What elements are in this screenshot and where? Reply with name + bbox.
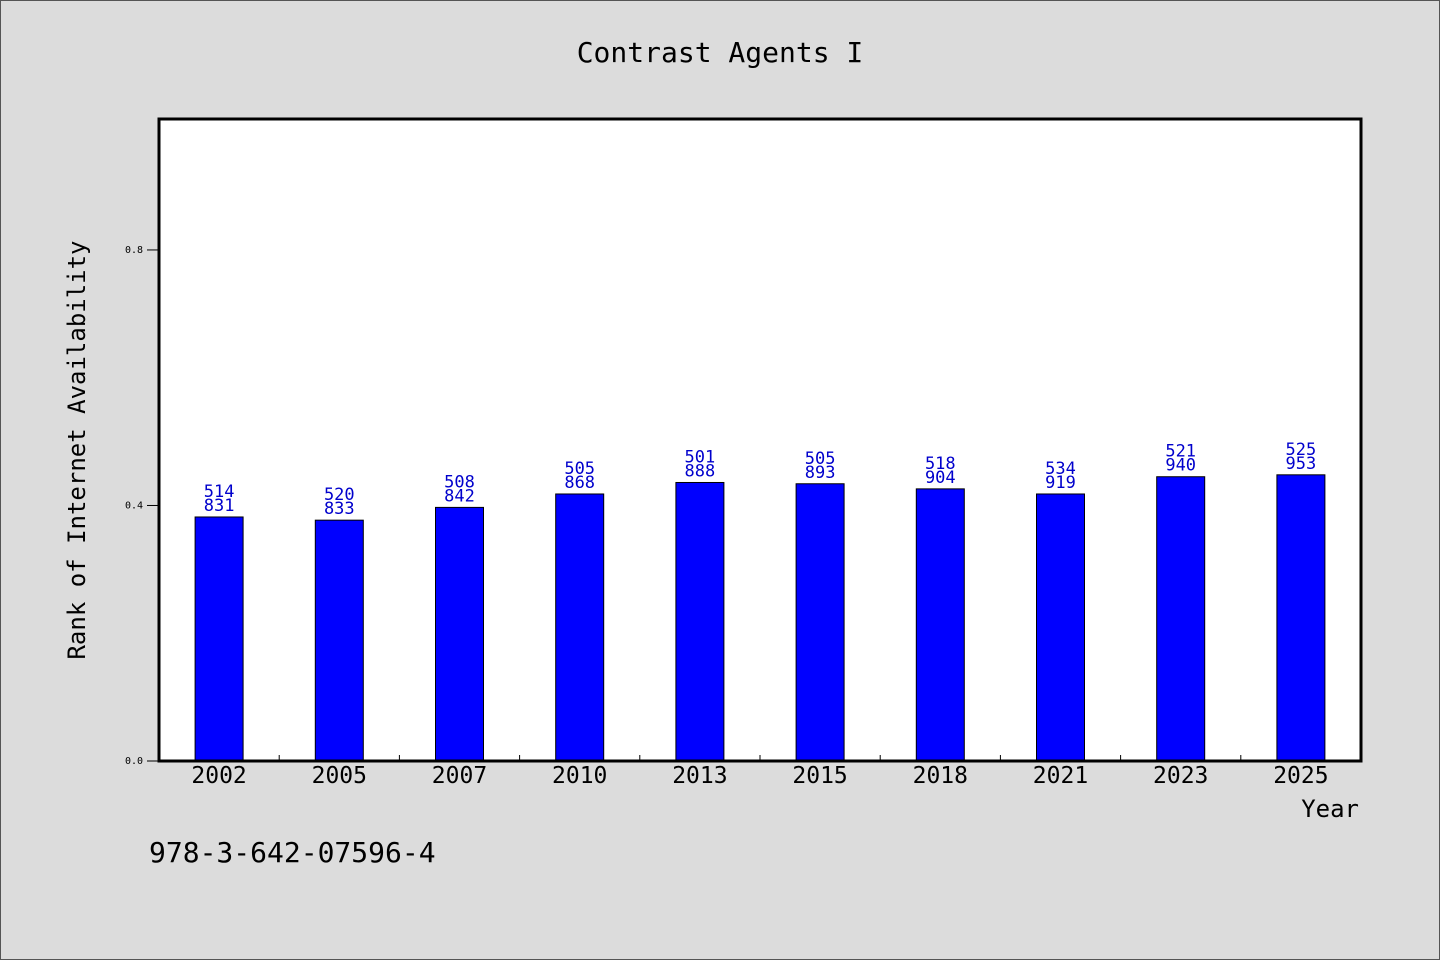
bar-2025 [1276, 474, 1326, 762]
y-ticks-group: 0.0 0.4 0.8 [125, 245, 159, 767]
data-label-2002-1: 514 [204, 482, 235, 502]
data-label-2021-1: 534 [1045, 459, 1076, 479]
plot-border [157, 117, 1363, 763]
x-tick-label-2013: 2013 [672, 763, 727, 789]
x-tick-label-2015: 2015 [792, 763, 847, 789]
bar-2002 [194, 516, 244, 762]
data-label-2015-1: 505 [805, 449, 836, 469]
x-axis-label: Year [1301, 795, 1359, 823]
bar-2018 [915, 488, 965, 762]
data-label-2015-2: 893 [805, 463, 836, 483]
data-label-2010-2: 868 [564, 473, 595, 493]
x-tick-label-2002: 2002 [191, 763, 246, 789]
x-tick-label-2007: 2007 [432, 763, 487, 789]
data-label-2025-1: 525 [1286, 440, 1317, 460]
x-ticks-group: 2002 2005 2007 2010 2013 2015 2018 2021 2023 2025 [191, 755, 1329, 789]
data-label-2018-2: 904 [925, 468, 956, 488]
bar-2010 [555, 493, 605, 762]
data-label-2005-1: 520 [324, 485, 355, 505]
y-axis-label: Rank of Internet Availability [63, 240, 91, 659]
y-tick-label-0.4: 0.4 [125, 500, 143, 511]
bar-2007 [435, 506, 484, 762]
chart-title: Contrast Agents I [577, 36, 864, 69]
x-tick-label-2005: 2005 [312, 763, 367, 789]
data-label-2013-1: 501 [685, 447, 716, 467]
bar-2023 [1156, 476, 1206, 762]
bar-2005 [314, 519, 364, 762]
bar-2015 [795, 483, 845, 762]
x-tick-label-2010: 2010 [552, 763, 607, 789]
data-label-2007-1: 508 [444, 472, 475, 492]
bars-group [194, 474, 1326, 762]
data-label-2010-1: 505 [564, 459, 595, 479]
x-tick-label-2018: 2018 [913, 763, 968, 789]
x-tick-label-2025: 2025 [1273, 763, 1328, 789]
data-label-2002-2: 831 [204, 496, 235, 516]
bar-2013 [675, 481, 725, 762]
isbn-text: 978-3-642-07596-4 [149, 836, 436, 869]
bar-2021 [1036, 493, 1085, 762]
data-label-2021-2: 919 [1045, 473, 1076, 493]
data-label-2013-2: 888 [685, 461, 716, 481]
data-label-2018-1: 518 [925, 454, 956, 474]
x-tick-label-2021: 2021 [1033, 763, 1088, 789]
data-label-2005-2: 833 [324, 499, 355, 519]
data-label-2023-1: 521 [1165, 442, 1196, 462]
x-tick-label-2023: 2023 [1153, 763, 1208, 789]
data-label-2007-2: 842 [444, 486, 475, 506]
data-label-2023-2: 940 [1165, 456, 1196, 476]
y-tick-label-0.8: 0.8 [125, 245, 143, 256]
y-tick-label-0.0: 0.0 [125, 756, 143, 767]
data-label-2025-2: 953 [1286, 454, 1317, 474]
